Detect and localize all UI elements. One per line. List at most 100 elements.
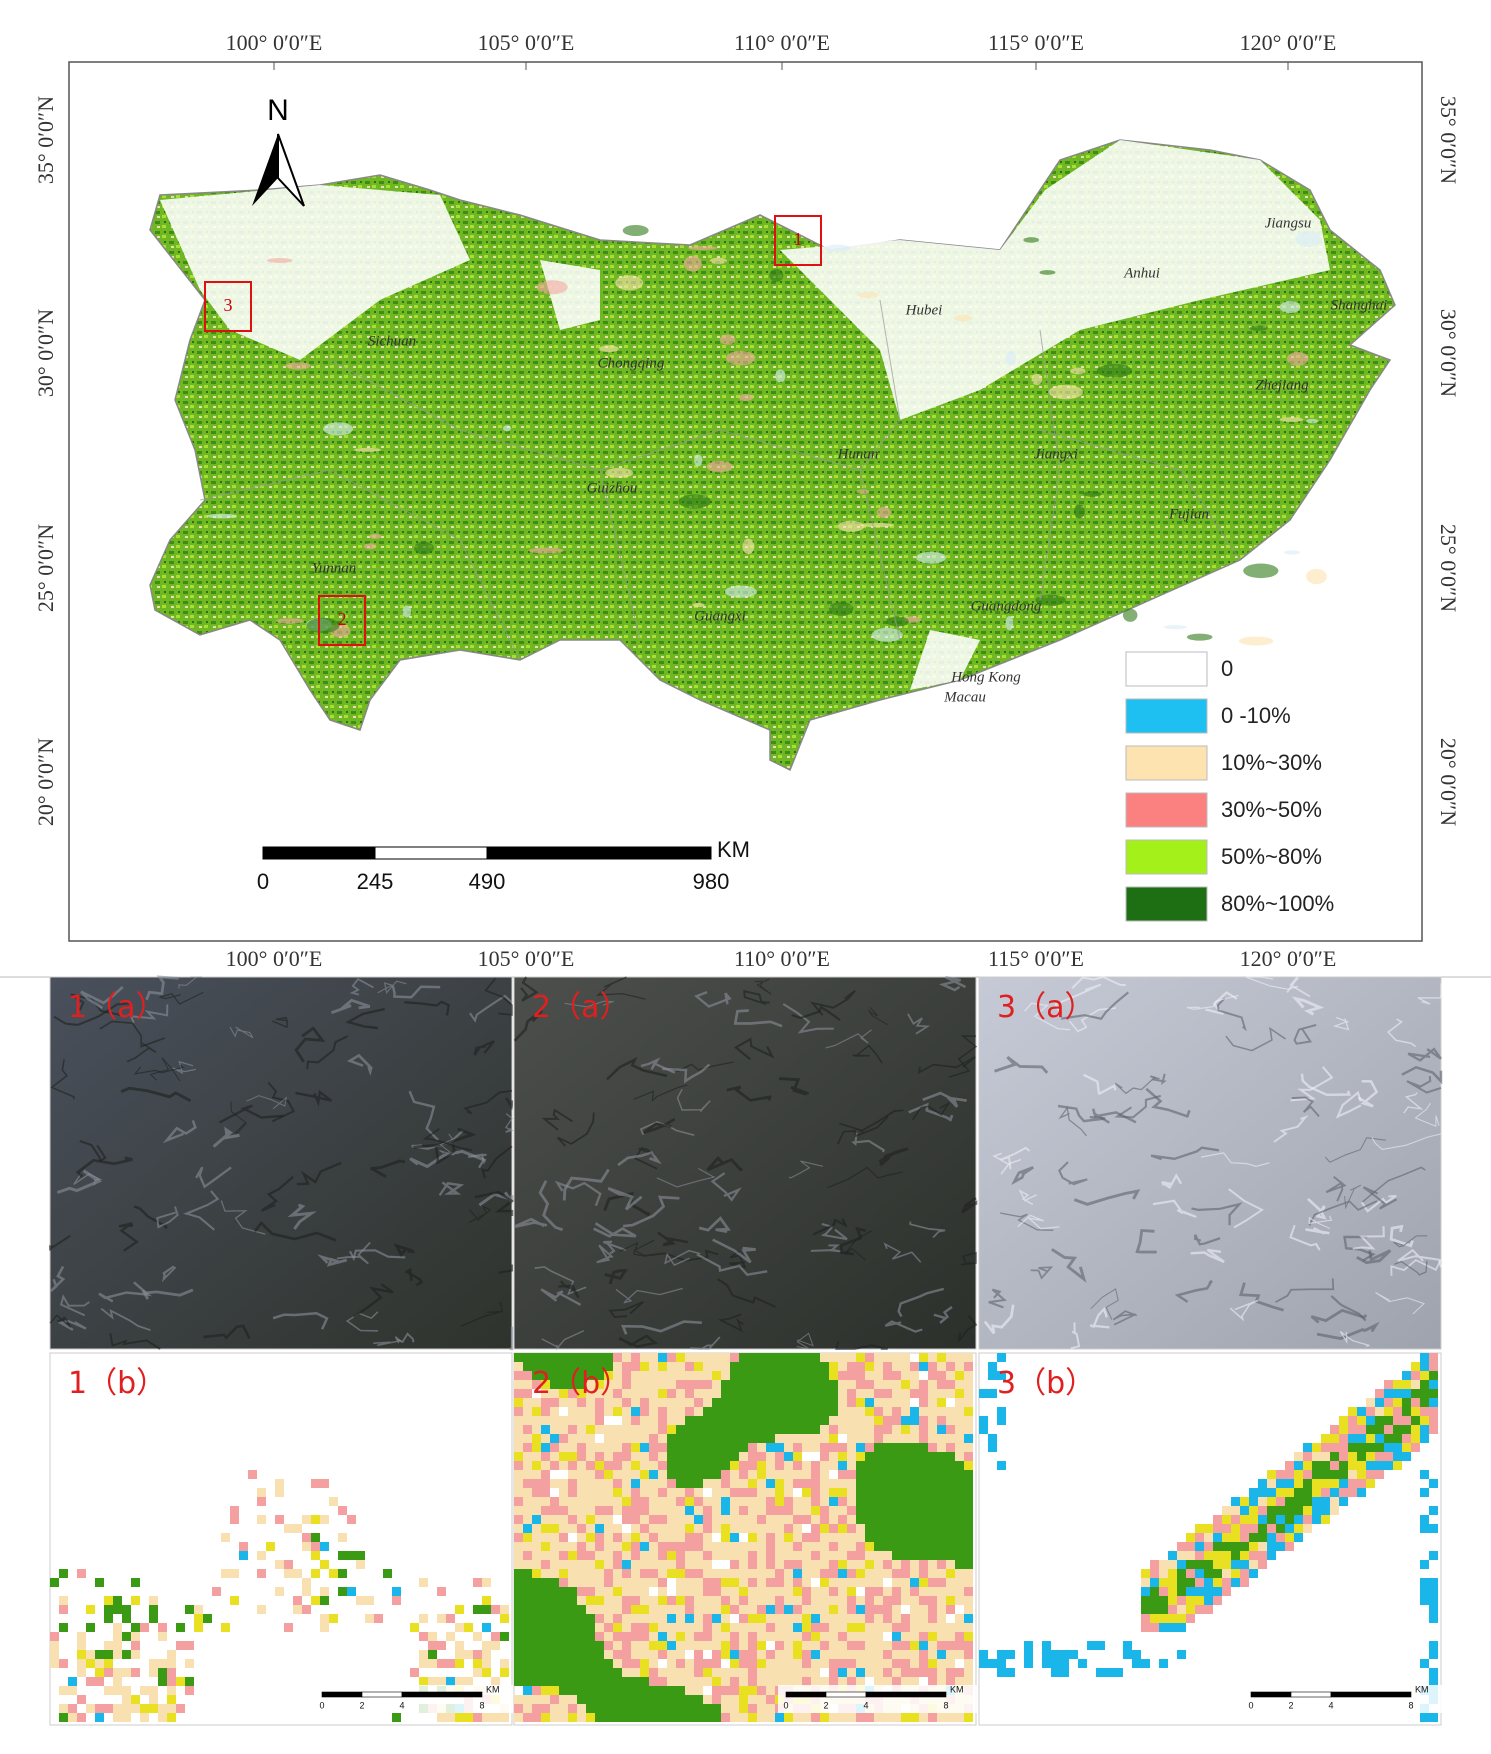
pixel (784, 1650, 793, 1659)
pixel (1366, 1425, 1375, 1434)
pixel (694, 1668, 703, 1677)
pixel-cluster (323, 422, 354, 436)
pixel (523, 1461, 532, 1470)
ridge (908, 1102, 954, 1122)
pixel (577, 1416, 586, 1425)
pixel (901, 1362, 910, 1371)
pixel (1420, 1524, 1429, 1533)
pixel (901, 1470, 910, 1479)
pixel (955, 1443, 964, 1452)
pixel (622, 1371, 631, 1380)
pixel (550, 1695, 559, 1704)
pixel (802, 1641, 811, 1650)
pixel (784, 1587, 793, 1596)
pixel (775, 1614, 784, 1623)
pixel (1222, 1542, 1231, 1551)
pixel (694, 1398, 703, 1407)
pixel (685, 1623, 694, 1632)
pixel (284, 1623, 293, 1632)
pixel (865, 1380, 874, 1389)
pixel (784, 1659, 793, 1668)
pixel (568, 1650, 577, 1659)
ridge (287, 1203, 317, 1230)
pixel (721, 1686, 730, 1695)
pixel (856, 1524, 865, 1533)
pixel (955, 1641, 964, 1650)
pixel (910, 1362, 919, 1371)
pixel (874, 1524, 883, 1533)
pixel (739, 1443, 748, 1452)
pixel (514, 1488, 523, 1497)
pixel (676, 1434, 685, 1443)
pixel (793, 1596, 802, 1605)
pixel (586, 1362, 595, 1371)
pixel (892, 1461, 901, 1470)
pixel (1429, 1398, 1438, 1407)
pixel (113, 1641, 122, 1650)
pixel (604, 1533, 613, 1542)
pixel (739, 1461, 748, 1470)
pixel (1420, 1434, 1429, 1443)
pixel (640, 1686, 649, 1695)
pixel (712, 1632, 721, 1641)
ridge (884, 1320, 923, 1333)
pixel (658, 1560, 667, 1569)
pixel (937, 1641, 946, 1650)
pixel (901, 1542, 910, 1551)
pixel (577, 1434, 586, 1443)
pixel (712, 1380, 721, 1389)
pixel (320, 1515, 329, 1524)
pixel (658, 1497, 667, 1506)
pixel (703, 1668, 712, 1677)
pixel (1141, 1578, 1150, 1587)
pixel (559, 1461, 568, 1470)
pixel (829, 1398, 838, 1407)
pixel (757, 1470, 766, 1479)
pixel (541, 1479, 550, 1488)
pixel (649, 1641, 658, 1650)
pixel (532, 1533, 541, 1542)
pixel (775, 1353, 784, 1362)
latitude-label: 30° 0′0″N (1436, 309, 1461, 397)
pixel (532, 1416, 541, 1425)
pixel (514, 1452, 523, 1461)
latitude-label: 25° 0′0″N (33, 524, 58, 612)
pixel (739, 1587, 748, 1596)
pixel (595, 1686, 604, 1695)
ridge (1417, 983, 1442, 1005)
pixel (523, 1623, 532, 1632)
pixel (649, 1605, 658, 1614)
pixel (604, 1506, 613, 1515)
pixel (550, 1659, 559, 1668)
pixel (1285, 1533, 1294, 1542)
pixel (838, 1623, 847, 1632)
ridge (56, 1169, 102, 1194)
panel-label: 3（a） (997, 990, 1094, 1025)
pixel (721, 1371, 730, 1380)
pixel (523, 1659, 532, 1668)
pixel (766, 1596, 775, 1605)
pixel (766, 1452, 775, 1461)
ridge (352, 1283, 394, 1318)
pixel (514, 1398, 523, 1407)
pixel (784, 1470, 793, 1479)
pixel (946, 1353, 955, 1362)
pixel (1240, 1560, 1249, 1569)
pixel (838, 1416, 847, 1425)
pixel (604, 1551, 613, 1560)
pixel (649, 1371, 658, 1380)
pixel (149, 1659, 158, 1668)
pixel (694, 1650, 703, 1659)
ridge (726, 1085, 772, 1102)
pixel (856, 1479, 865, 1488)
pixel (964, 1488, 973, 1497)
pixel (586, 1677, 595, 1686)
pixel (802, 1353, 811, 1362)
pixel (541, 1425, 550, 1434)
pixel (694, 1659, 703, 1668)
pixel (113, 1596, 122, 1605)
pixel (622, 1497, 631, 1506)
pixel (514, 1587, 523, 1596)
pixel (721, 1614, 730, 1623)
pixel (1402, 1443, 1411, 1452)
